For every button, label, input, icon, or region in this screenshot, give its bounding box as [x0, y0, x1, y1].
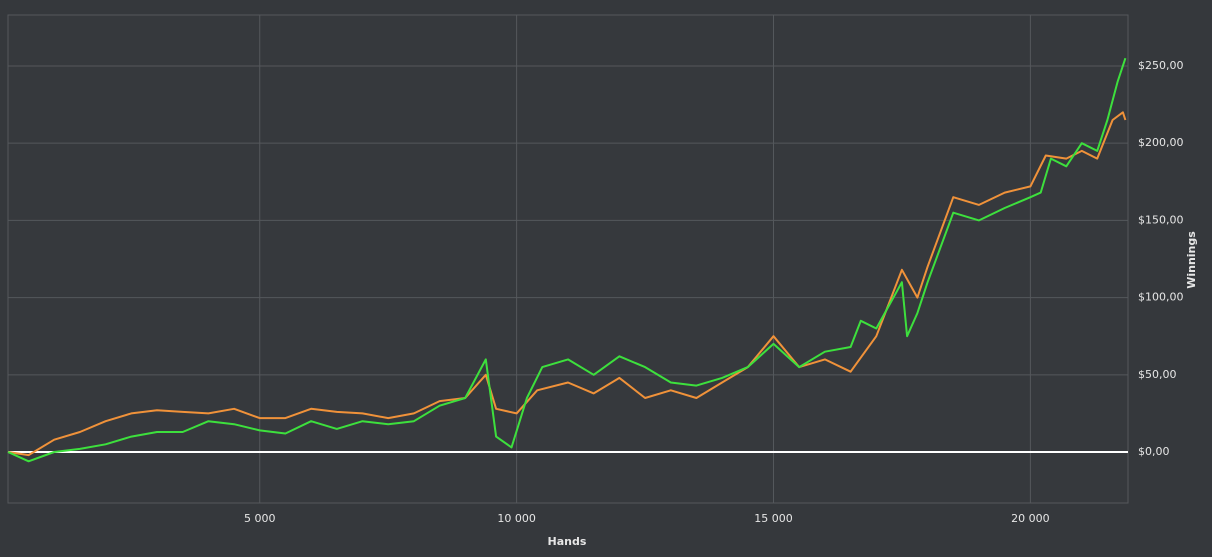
- x-axis-title: Hands: [548, 535, 587, 548]
- y-tick-label: $150,00: [1138, 213, 1184, 226]
- x-tick-label: 15 000: [754, 512, 793, 525]
- series-line: [7, 111, 1127, 457]
- y-tick-label: $0,00: [1138, 445, 1170, 458]
- plot-area: [7, 14, 1129, 504]
- x-tick-label: 20 000: [1011, 512, 1050, 525]
- x-tick-label: 5 000: [244, 512, 276, 525]
- series-line: [7, 57, 1127, 463]
- y-axis-title: Winnings: [1185, 231, 1198, 289]
- y-tick-label: $250,00: [1138, 59, 1184, 72]
- y-tick-label: $50,00: [1138, 368, 1177, 381]
- y-tick-label: $200,00: [1138, 136, 1184, 149]
- x-tick-label: 10 000: [497, 512, 536, 525]
- y-tick-label: $100,00: [1138, 291, 1184, 304]
